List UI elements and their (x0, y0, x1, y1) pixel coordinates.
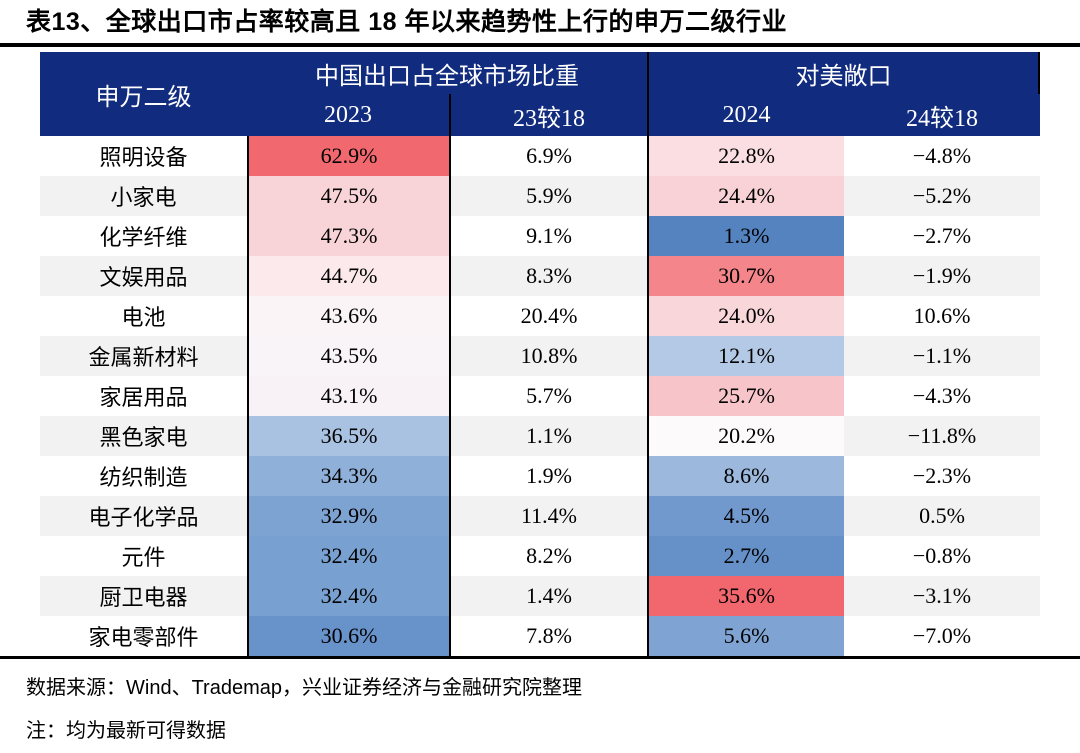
chg-23-vs-18-cell: 5.7% (449, 376, 647, 416)
us-exposure-2024-cell: 22.8% (647, 136, 844, 176)
industry-export-table: 申万二级 中国出口占全球市场比重 对美敞口 2023 23较18 2024 24… (40, 52, 1040, 656)
table-header: 申万二级 中国出口占全球市场比重 对美敞口 2023 23较18 2024 24… (40, 52, 1040, 136)
us-exposure-2024-cell: 24.0% (647, 296, 844, 336)
table-row: 电池 43.6% 20.4% 24.0% 10.6% (40, 296, 1040, 336)
table-row: 小家电 47.5% 5.9% 24.4% −5.2% (40, 176, 1040, 216)
export-share-2023-cell: 36.5% (247, 416, 449, 456)
export-share-2023-cell: 43.5% (247, 336, 449, 376)
industry-name-cell: 黑色家电 (99, 425, 188, 450)
us-exposure-2024-cell: 25.7% (647, 376, 844, 416)
chg-23-vs-18-cell: 10.8% (449, 336, 647, 376)
table-row: 电子化学品 32.9% 11.4% 4.5% 0.5% (40, 496, 1040, 536)
group-header-china-export-share: 中国出口占全球市场比重 (315, 63, 579, 90)
chg-24-vs-18-cell: 10.6% (913, 303, 971, 328)
industry-name-cell: 金属新材料 (88, 345, 199, 370)
chg-23-vs-18-cell: 8.2% (449, 536, 647, 576)
group-header-us-exposure: 对美敞口 (647, 52, 1040, 94)
chg-23-vs-18-cell: 5.9% (449, 176, 647, 216)
industry-name-cell: 家居用品 (99, 385, 188, 410)
chg-23-vs-18-cell: 1.1% (449, 416, 647, 456)
export-share-2023-cell: 44.7% (247, 256, 449, 296)
industry-name-cell: 元件 (121, 545, 166, 570)
us-exposure-2024-cell: 24.4% (647, 176, 844, 216)
chg-24-vs-18-cell: −1.1% (912, 343, 972, 368)
table-row: 化学纤维 47.3% 9.1% 1.3% −2.7% (40, 216, 1040, 256)
export-share-2023-cell: 32.9% (247, 496, 449, 536)
chg-23-vs-18-cell: 8.3% (449, 256, 647, 296)
chg-24-vs-18-cell: −4.8% (912, 143, 972, 168)
export-share-2023-cell: 43.6% (247, 296, 449, 336)
chg-24-vs-18-cell: 0.5% (919, 503, 965, 528)
chg-24-vs-18-cell: −5.2% (912, 183, 972, 208)
export-share-2023-cell: 32.4% (247, 576, 449, 616)
us-exposure-2024-cell: 30.7% (647, 256, 844, 296)
export-share-2023-cell: 47.5% (247, 176, 449, 216)
industry-name-cell: 纺织制造 (99, 465, 188, 490)
chg-24-vs-18-cell: −3.1% (912, 583, 972, 608)
table-row: 黑色家电 36.5% 1.1% 20.2% −11.8% (40, 416, 1040, 456)
export-share-2023-cell: 30.6% (247, 616, 449, 656)
table-row: 纺织制造 34.3% 1.9% 8.6% −2.3% (40, 456, 1040, 496)
title-divider-rule (0, 43, 1080, 47)
export-share-2023-cell: 34.3% (247, 456, 449, 496)
table-row: 文娱用品 44.7% 8.3% 30.7% −1.9% (40, 256, 1040, 296)
chg-23-vs-18-cell: 1.4% (449, 576, 647, 616)
industry-name-cell: 化学纤维 (99, 225, 188, 250)
table-row: 家居用品 43.1% 5.7% 25.7% −4.3% (40, 376, 1040, 416)
export-share-2023-cell: 32.4% (247, 536, 449, 576)
table-bottom-rule (0, 656, 1080, 659)
industry-name-cell: 文娱用品 (99, 265, 188, 290)
chg-23-vs-18-cell: 1.9% (449, 456, 647, 496)
table-title: 表13、全球出口市占率较高且 18 年以来趋势性上行的申万二级行业 (26, 8, 788, 36)
industry-name-cell: 厨卫电器 (99, 585, 188, 610)
subheader-2024: 2024 (647, 94, 844, 136)
chg-23-vs-18-cell: 11.4% (449, 496, 647, 536)
export-share-2023-cell: 62.9% (247, 136, 449, 176)
us-exposure-2024-cell: 4.5% (647, 496, 844, 536)
table-row: 元件 32.4% 8.2% 2.7% −0.8% (40, 536, 1040, 576)
data-source-note: 数据来源：Wind、Trademap，兴业证券经济与金融研究院整理 (26, 677, 582, 699)
us-exposure-2024-cell: 12.1% (647, 336, 844, 376)
us-exposure-2024-cell: 20.2% (647, 416, 844, 456)
us-exposure-2024-cell: 2.7% (647, 536, 844, 576)
us-exposure-2024-cell: 1.3% (647, 216, 844, 256)
chg-24-vs-18-cell: −11.8% (907, 423, 977, 448)
industry-name-cell: 电子化学品 (88, 505, 199, 530)
chg-24-vs-18-cell: −1.9% (912, 263, 972, 288)
table-body: 照明设备 62.9% 6.9% 22.8% −4.8% 小家电 47.5% 5.9% 24.4%… (40, 136, 1040, 656)
industry-name-cell: 电池 (121, 305, 166, 330)
chg-24-vs-18-cell: −2.7% (912, 223, 972, 248)
chg-24-vs-18-cell: −4.3% (912, 383, 972, 408)
table-row: 家电零部件 30.6% 7.8% 5.6% −7.0% (40, 616, 1040, 656)
corner-header-cell: 申万二级 (95, 84, 192, 111)
chg-23-vs-18-cell: 20.4% (449, 296, 647, 336)
chg-24-vs-18-cell: −0.8% (912, 543, 972, 568)
subheader-24-vs-18: 24较18 (906, 105, 978, 132)
industry-name-cell: 照明设备 (99, 145, 188, 170)
industry-name-cell: 小家电 (110, 185, 177, 210)
table-row: 金属新材料 43.5% 10.8% 12.1% −1.1% (40, 336, 1040, 376)
chg-23-vs-18-cell: 6.9% (449, 136, 647, 176)
table-row: 照明设备 62.9% 6.9% 22.8% −4.8% (40, 136, 1040, 176)
data-note: 注：均为最新可得数据 (26, 720, 226, 742)
us-exposure-2024-cell: 35.6% (647, 576, 844, 616)
footer: 数据来源：Wind、Trademap，兴业证券经济与金融研究院整理 注：均为最新… (0, 671, 1080, 743)
export-share-2023-cell: 47.3% (247, 216, 449, 256)
chg-24-vs-18-cell: −2.3% (912, 463, 972, 488)
export-share-2023-cell: 43.1% (247, 376, 449, 416)
us-exposure-2024-cell: 8.6% (647, 456, 844, 496)
subheader-2023: 2023 (324, 101, 372, 128)
industry-name-cell: 家电零部件 (88, 625, 199, 650)
chg-23-vs-18-cell: 7.8% (449, 616, 647, 656)
us-exposure-2024-cell: 5.6% (647, 616, 844, 656)
chg-24-vs-18-cell: −7.0% (912, 623, 972, 648)
chg-23-vs-18-cell: 9.1% (449, 216, 647, 256)
subheader-23-vs-18: 23较18 (449, 94, 647, 136)
table-row: 厨卫电器 32.4% 1.4% 35.6% −3.1% (40, 576, 1040, 616)
